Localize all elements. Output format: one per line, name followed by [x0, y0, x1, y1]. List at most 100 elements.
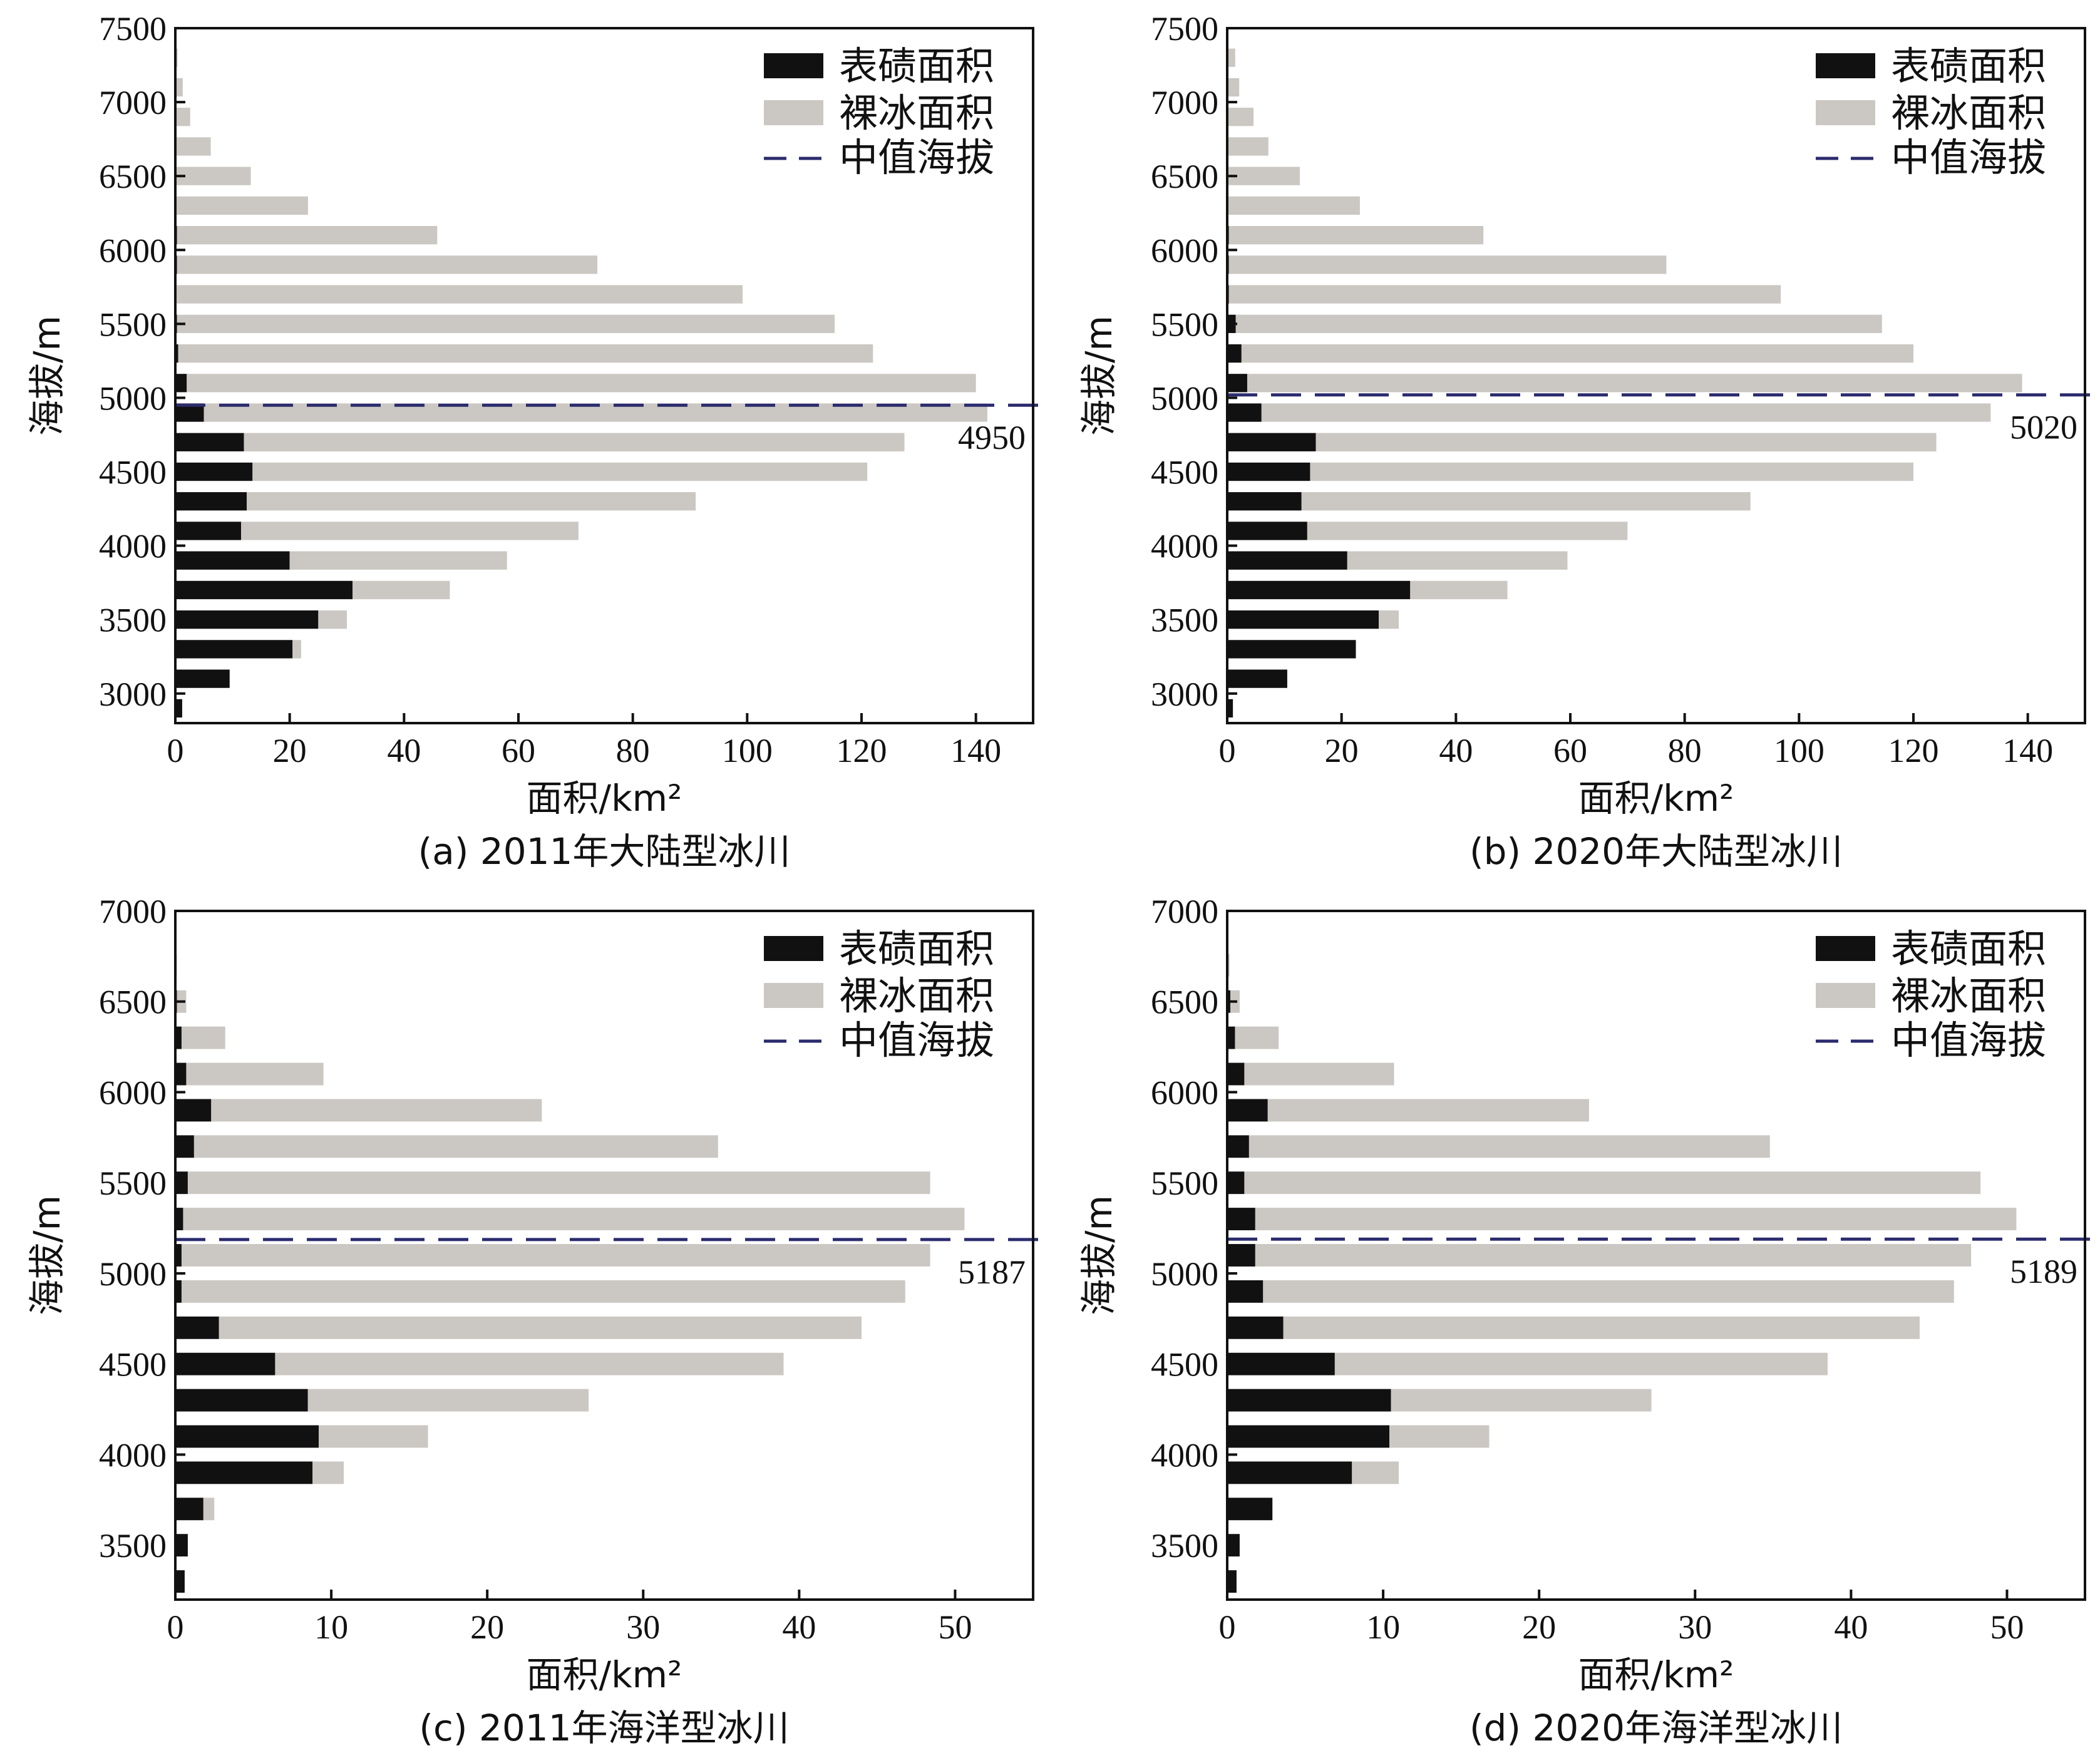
bar-bare-ice: [289, 551, 507, 570]
bar-bare-ice: [1227, 48, 1235, 67]
y-tick-label: 7000: [99, 893, 167, 930]
bar-bare-ice: [1228, 196, 1360, 215]
bar-bare-ice: [244, 433, 905, 451]
y-tick-label: 7000: [99, 84, 167, 121]
bar-bare-ice: [1241, 344, 1913, 363]
bar-debris: [1227, 1425, 1390, 1448]
bar-bare-ice: [1227, 108, 1254, 126]
bar-debris: [175, 551, 290, 570]
x-tick-label: 40: [782, 1608, 816, 1646]
bar-debris: [1227, 1461, 1352, 1484]
bar-debris: [1227, 1062, 1245, 1086]
y-tick-label: 4500: [99, 1346, 167, 1384]
bar-bare-ice: [1347, 551, 1568, 570]
bar-debris: [1227, 1498, 1273, 1521]
panel-caption: (c) 2011年海洋型冰川: [419, 1707, 789, 1749]
bar-debris: [175, 1498, 203, 1521]
bar-bare-ice: [292, 640, 301, 659]
y-axis-title: 海拔/m: [26, 316, 68, 436]
bar-bare-ice: [1315, 433, 1937, 451]
y-tick-label: 6500: [1151, 984, 1218, 1021]
bar-bare-ice: [1244, 1062, 1394, 1086]
bar-bare-ice: [307, 1389, 589, 1412]
y-tick-label: 6500: [99, 984, 167, 1021]
bar-debris: [1227, 1316, 1284, 1339]
bar-debris: [1227, 1026, 1235, 1049]
y-tick-label: 4000: [1151, 528, 1218, 565]
bar-bare-ice: [312, 1461, 344, 1484]
bar-bare-ice: [1379, 610, 1399, 629]
median-label: 5189: [2010, 1253, 2077, 1290]
bar-bare-ice: [1228, 285, 1781, 304]
y-tick-label: 4500: [1151, 454, 1218, 491]
x-tick-label: 100: [1774, 732, 1825, 769]
plot-frame: [174, 910, 1034, 1601]
bar-debris: [175, 1135, 194, 1158]
y-tick-label: 6500: [1151, 158, 1218, 195]
y-tick-label: 5500: [99, 306, 167, 343]
y-tick-label: 7000: [1151, 893, 1218, 930]
bar-debris: [175, 1570, 185, 1593]
x-tick-label: 0: [167, 1608, 184, 1646]
bar-debris: [175, 1026, 182, 1049]
bar-debris: [175, 374, 187, 393]
bar-bare-ice: [211, 1099, 542, 1122]
y-tick-label: 5000: [1151, 1255, 1218, 1293]
bar-bare-ice: [178, 344, 873, 363]
bar-bare-ice: [181, 1026, 225, 1049]
bar-debris: [175, 1389, 308, 1412]
bar-bare-ice: [1235, 314, 1882, 333]
y-tick-label: 6000: [99, 232, 167, 269]
bar-debris: [1227, 462, 1310, 481]
bar-bare-ice: [1228, 954, 1230, 977]
bar-bare-ice: [1228, 255, 1667, 274]
x-tick-label: 0: [167, 732, 184, 769]
legend-swatch-bare-ice: [764, 100, 823, 125]
y-tick-label: 5000: [99, 379, 167, 417]
y-tick-label: 7500: [1151, 10, 1218, 48]
x-tick-label: 10: [1366, 1608, 1400, 1646]
x-tick-label: 60: [502, 732, 535, 769]
bar-bare-ice: [1389, 1425, 1490, 1448]
bar-bare-ice: [219, 1316, 862, 1339]
x-tick-label: 40: [1439, 732, 1473, 769]
bar-debris: [175, 522, 242, 540]
bar-debris: [1227, 522, 1307, 540]
y-axis-title: 海拔/m: [1078, 1195, 1120, 1315]
bar-debris: [1227, 1389, 1391, 1412]
x-tick-label: 120: [836, 732, 887, 769]
legend-label-debris: 表碛面积: [839, 926, 994, 972]
bar-bare-ice: [241, 522, 579, 540]
y-tick-label: 6500: [99, 158, 167, 195]
legend-swatch-bare-ice: [1816, 100, 1875, 125]
y-tick-label: 5000: [1151, 379, 1218, 417]
legend-label-bare-ice: 裸冰面积: [839, 90, 994, 136]
bar-debris: [1227, 433, 1316, 451]
plot-frame: [1226, 27, 2086, 724]
y-axis-title: 海拔/m: [26, 1195, 68, 1315]
x-tick-label: 30: [626, 1608, 660, 1646]
bar-debris: [1227, 1244, 1255, 1267]
plot-frame: [174, 27, 1034, 724]
bar-bare-ice: [187, 1171, 930, 1195]
bar-debris: [175, 1425, 319, 1448]
x-tick-label: 0: [1219, 1608, 1236, 1646]
legend-swatch-debris: [764, 936, 823, 961]
y-tick-label: 4000: [99, 1436, 167, 1474]
median-label: 5020: [2010, 409, 2077, 446]
legend-label-median: 中值海拔: [839, 1017, 994, 1063]
bar-bare-ice: [193, 1135, 718, 1158]
bar-bare-ice: [252, 462, 868, 481]
bar-bare-ice: [177, 314, 835, 333]
x-axis-title: 面积/km²: [527, 1653, 682, 1696]
bar-bare-ice: [175, 108, 190, 126]
y-tick-label: 6000: [1151, 232, 1218, 269]
plot-frame: [1226, 910, 2086, 1601]
bar-bare-ice: [181, 1244, 930, 1267]
bar-debris: [1227, 374, 1247, 393]
bar-debris: [1227, 492, 1302, 511]
x-axis-title: 面积/km²: [1578, 1653, 1734, 1696]
bar-bare-ice: [1227, 78, 1240, 97]
